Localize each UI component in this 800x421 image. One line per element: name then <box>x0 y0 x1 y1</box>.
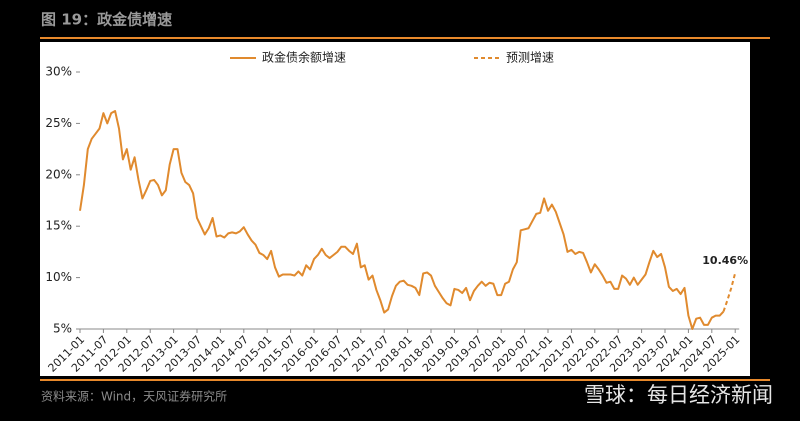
chart-panel <box>40 42 750 376</box>
y-tick-label: 10% <box>45 270 72 284</box>
legend-label: 政金债余额增速 <box>262 50 346 65</box>
legend-label: 预测增速 <box>506 51 554 65</box>
series-line <box>79 110 725 330</box>
y-tick-label: 25% <box>45 116 72 130</box>
y-tick-label: 15% <box>45 219 72 233</box>
figure-title: 图 19：政金债增速 <box>41 11 172 29</box>
y-tick-label: 20% <box>45 167 72 181</box>
source-note: 资料来源：Wind，天风证券研究所 <box>41 389 227 404</box>
y-tick-label: 5% <box>53 322 72 336</box>
watermark: 雪球：每日经济新闻 <box>584 383 773 407</box>
value-label: 10.46% <box>702 254 748 267</box>
y-tick-label: 30% <box>45 65 72 79</box>
